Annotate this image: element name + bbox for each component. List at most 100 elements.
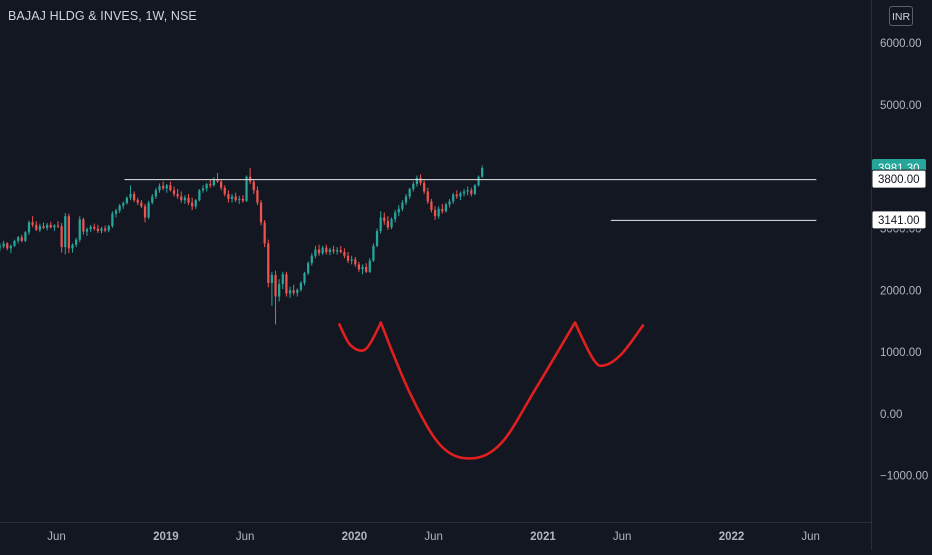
candle-body <box>42 226 45 228</box>
x-tick-label: Jun <box>424 531 443 543</box>
candle-body <box>49 224 52 228</box>
candle-body <box>415 177 419 185</box>
candle-body <box>27 222 31 233</box>
candle-body <box>75 239 78 245</box>
candle-body <box>404 196 408 203</box>
candle-body <box>180 196 183 201</box>
candle-body <box>35 224 38 230</box>
level-price-label: 3800.00 <box>878 174 920 186</box>
level-price-tag <box>871 210 927 230</box>
y-tick-label: 6000.00 <box>880 38 922 50</box>
candle-body <box>13 240 16 246</box>
candle-body <box>136 200 139 203</box>
candle-body <box>448 201 451 205</box>
y-tick-label: 5000.00 <box>880 100 922 112</box>
candle-body <box>433 210 437 217</box>
x-tick-label: 2022 <box>719 531 745 543</box>
candles-group <box>0 165 484 325</box>
candle-body <box>394 212 397 220</box>
candle-body <box>158 185 161 191</box>
candle-body <box>299 282 303 290</box>
candle-body <box>307 263 310 274</box>
x-tick-label: Jun <box>47 531 66 543</box>
candle-body <box>325 247 328 253</box>
candle-body <box>89 226 92 230</box>
candle-body <box>343 252 346 256</box>
candle-body <box>336 250 339 252</box>
x-tick-label: 2020 <box>342 531 368 543</box>
candle-body <box>426 191 429 202</box>
candle-body <box>397 208 400 213</box>
candle-body <box>350 259 353 261</box>
candle-body <box>209 184 212 186</box>
candle-body <box>220 181 223 188</box>
candle-body <box>459 193 462 197</box>
candle-body <box>53 225 56 228</box>
candle-body <box>147 202 150 218</box>
candle-body <box>259 202 263 223</box>
level-price-tag <box>871 169 927 189</box>
x-tick-label: 2019 <box>153 531 179 543</box>
candle-body <box>375 231 379 246</box>
cup-and-handle-drawing[interactable] <box>338 321 645 460</box>
candle-body <box>462 191 466 194</box>
candle-body <box>6 243 9 249</box>
level-price-label: 3141.00 <box>878 215 920 227</box>
candle-body <box>122 203 125 206</box>
candle-body <box>223 187 226 194</box>
candle-body <box>263 222 266 244</box>
candle-body <box>176 193 179 197</box>
candle-body <box>151 196 154 203</box>
candle-body <box>162 185 165 189</box>
candle-body <box>332 249 335 252</box>
candle-body <box>64 216 67 248</box>
y-tick-label: 1000.00 <box>880 347 922 359</box>
candle-body <box>281 274 284 285</box>
candle-body <box>365 266 368 272</box>
currency-button[interactable]: INR <box>889 6 913 26</box>
symbol-title: BAJAJ HLDG & INVES, 1W, NSE <box>8 9 197 23</box>
candle-body <box>238 198 241 201</box>
candle-body <box>187 197 190 203</box>
candle-body <box>372 245 375 261</box>
candle-body <box>212 179 216 186</box>
candle-body <box>24 232 27 241</box>
candle-body <box>444 204 448 212</box>
candle-body <box>234 196 237 201</box>
candle-body <box>198 190 201 201</box>
candle-body <box>241 198 245 201</box>
drawing-group <box>338 321 645 460</box>
candle-body <box>20 237 23 241</box>
candle-body <box>481 167 484 177</box>
candle-body <box>267 243 270 283</box>
candle-body <box>172 190 176 194</box>
candle-body <box>46 224 49 228</box>
candle-body <box>104 228 107 231</box>
candle-body <box>143 206 147 218</box>
candle-body <box>230 196 234 199</box>
candle-body <box>216 179 219 182</box>
candle-body <box>133 193 136 201</box>
x-tick-label: Jun <box>801 531 820 543</box>
candle-body <box>100 228 103 232</box>
y-tick-label: 2000.00 <box>880 285 922 297</box>
x-tick-label: Jun <box>613 531 632 543</box>
candle-body <box>455 194 458 197</box>
candle-body <box>71 244 74 249</box>
candle-body <box>17 237 20 241</box>
candle-body <box>383 217 386 222</box>
candle-body <box>317 249 321 254</box>
x-tick-label: 2021 <box>530 531 556 543</box>
candle-body <box>252 181 255 191</box>
candle-body <box>85 229 89 232</box>
candle-body <box>339 250 342 253</box>
candle-body <box>9 245 13 249</box>
candle-body <box>256 190 259 203</box>
candle-body <box>412 184 415 190</box>
y-tick-label: −1000.00 <box>880 471 928 483</box>
candle-body <box>183 197 187 201</box>
candle-body <box>2 243 5 247</box>
